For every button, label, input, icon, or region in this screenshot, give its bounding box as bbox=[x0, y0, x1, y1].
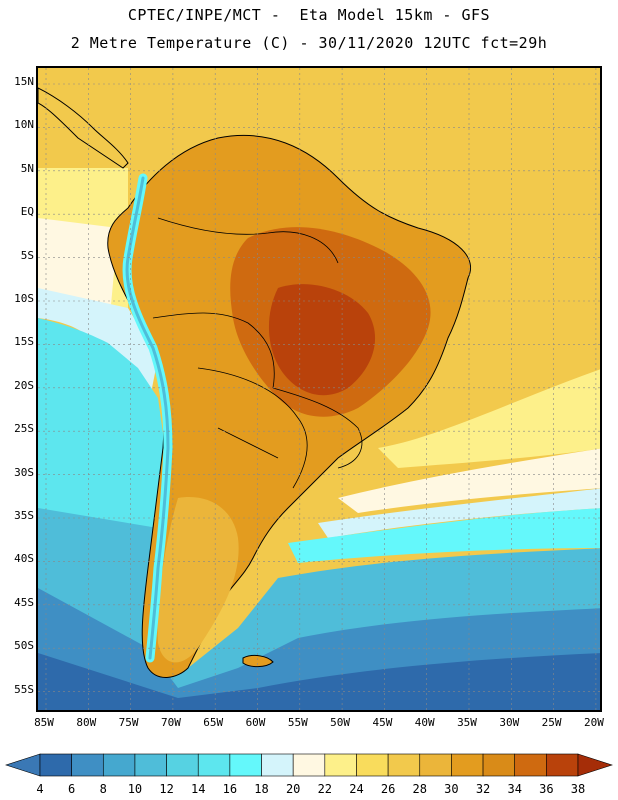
colorbar-tick-label: 14 bbox=[191, 782, 206, 796]
colorbar-swatch bbox=[166, 753, 199, 777]
colorbar-swatch bbox=[546, 753, 579, 777]
hottest-interior-region bbox=[268, 284, 376, 396]
colorbar-tick-label: 10 bbox=[127, 782, 143, 796]
temperature-map bbox=[36, 66, 602, 712]
latitude-tick-label: 20S bbox=[14, 378, 34, 392]
latitude-tick-label: 15N bbox=[14, 75, 34, 88]
longitude-tick-label: 85W bbox=[34, 716, 54, 729]
colorbar-tick-label: 18 bbox=[254, 782, 269, 796]
longitude-tick-label: 35W bbox=[457, 716, 477, 729]
colorbar-tick-label: 22 bbox=[317, 782, 333, 796]
latitude-tick-label: 30S bbox=[14, 465, 34, 479]
colorbar-low-arrow bbox=[5, 753, 41, 777]
latitude-tick-label: 5S bbox=[20, 248, 34, 262]
colorbar-tick-label: 8 bbox=[99, 782, 107, 796]
longitude-tick-label: 65W bbox=[203, 716, 224, 729]
colorbar-swatch bbox=[356, 753, 389, 777]
longitude-tick-label: 25W bbox=[541, 716, 562, 729]
andes-peaks bbox=[125, 176, 170, 660]
colorbar-tick-label: 24 bbox=[349, 782, 364, 796]
latitude-tick-label: 10N bbox=[14, 118, 34, 132]
atlantic-warm-band bbox=[378, 369, 600, 468]
map-canvas bbox=[38, 68, 600, 710]
colorbar-swatch bbox=[387, 753, 421, 777]
colorbar-swatch bbox=[197, 753, 231, 777]
colorbar-swatch bbox=[451, 753, 484, 777]
latitude-tick-label: 40S bbox=[14, 552, 34, 566]
colorbar-tick-label: 36 bbox=[539, 782, 554, 796]
longitude-tick-label: 30W bbox=[499, 716, 520, 729]
colorbar-swatch bbox=[229, 753, 262, 777]
colorbar-swatch bbox=[39, 753, 72, 777]
longitude-tick-label: 40W bbox=[414, 716, 435, 729]
colorbar-tick-label: 34 bbox=[507, 782, 522, 796]
colorbar-tick-label: 32 bbox=[475, 782, 491, 796]
colorbar-swatch bbox=[71, 753, 104, 777]
colorbar-tick-label: 26 bbox=[380, 782, 396, 796]
southern-ocean-coldest bbox=[38, 653, 600, 710]
colorbar-tick-label: 30 bbox=[444, 782, 459, 796]
colorbar-high-arrow bbox=[577, 753, 613, 777]
longitude-tick-label: 75W bbox=[118, 716, 139, 729]
latitude-tick-label: 45S bbox=[14, 595, 34, 609]
latitude-tick-label: 55S bbox=[14, 682, 34, 696]
graticule bbox=[38, 68, 600, 710]
latitude-tick-label: 50S bbox=[14, 639, 34, 653]
colorbar-swatch bbox=[102, 753, 136, 777]
colorbar-tick-label: 4 bbox=[36, 782, 44, 796]
latitude-tick-label: 5N bbox=[20, 161, 34, 175]
latitude-tick-label: 25S bbox=[14, 422, 34, 436]
colorbar-tick-label: 6 bbox=[68, 782, 76, 796]
colorbar-tick-label: 12 bbox=[159, 782, 174, 796]
latitude-tick-label: 10S bbox=[14, 292, 34, 305]
atlantic-mild-band bbox=[338, 448, 600, 513]
country-borders bbox=[152, 217, 363, 489]
latitude-tick-label: 35S bbox=[14, 509, 34, 522]
central-america bbox=[38, 87, 129, 169]
longitude-tick-label: 60W bbox=[245, 716, 266, 729]
atlantic-cold-band bbox=[288, 508, 600, 563]
colorbar-swatch bbox=[292, 753, 326, 777]
colorbar-swatch bbox=[482, 753, 516, 777]
colorbar-swatch bbox=[261, 753, 294, 777]
colorbar-swatch bbox=[514, 753, 547, 777]
colorbar-swatch bbox=[419, 753, 452, 777]
latitude-tick-label: 15S bbox=[14, 335, 34, 349]
colorbar-tick-label: 28 bbox=[412, 782, 427, 796]
colorbar-tick-label: 38 bbox=[570, 782, 586, 796]
atlantic-cool-band bbox=[318, 488, 600, 538]
colorbar-tick-label: 16 bbox=[222, 782, 238, 796]
map-title-line2: 2 Metre Temperature (C) - 30/11/2020 12U… bbox=[70, 34, 548, 52]
longitude-tick-label: 50W bbox=[330, 716, 351, 729]
colorbar-tick-label: 20 bbox=[285, 782, 301, 796]
longitude-tick-label: 80W bbox=[76, 716, 97, 729]
map-title-line1: CPTEC/INPE/MCT - Eta Model 15km - GFS bbox=[127, 6, 491, 24]
longitude-tick-label: 70W bbox=[160, 716, 181, 729]
longitude-tick-label: 45W bbox=[372, 716, 393, 729]
longitude-tick-label: 55W bbox=[287, 716, 308, 729]
latitude-tick-label: EQ bbox=[20, 205, 34, 219]
colorbar bbox=[5, 753, 613, 777]
patagonia-region bbox=[157, 497, 239, 663]
falkland-islands bbox=[242, 654, 274, 668]
longitude-tick-label: 20W bbox=[583, 716, 604, 729]
colorbar-swatch bbox=[324, 753, 357, 777]
colorbar-swatch bbox=[134, 753, 167, 777]
